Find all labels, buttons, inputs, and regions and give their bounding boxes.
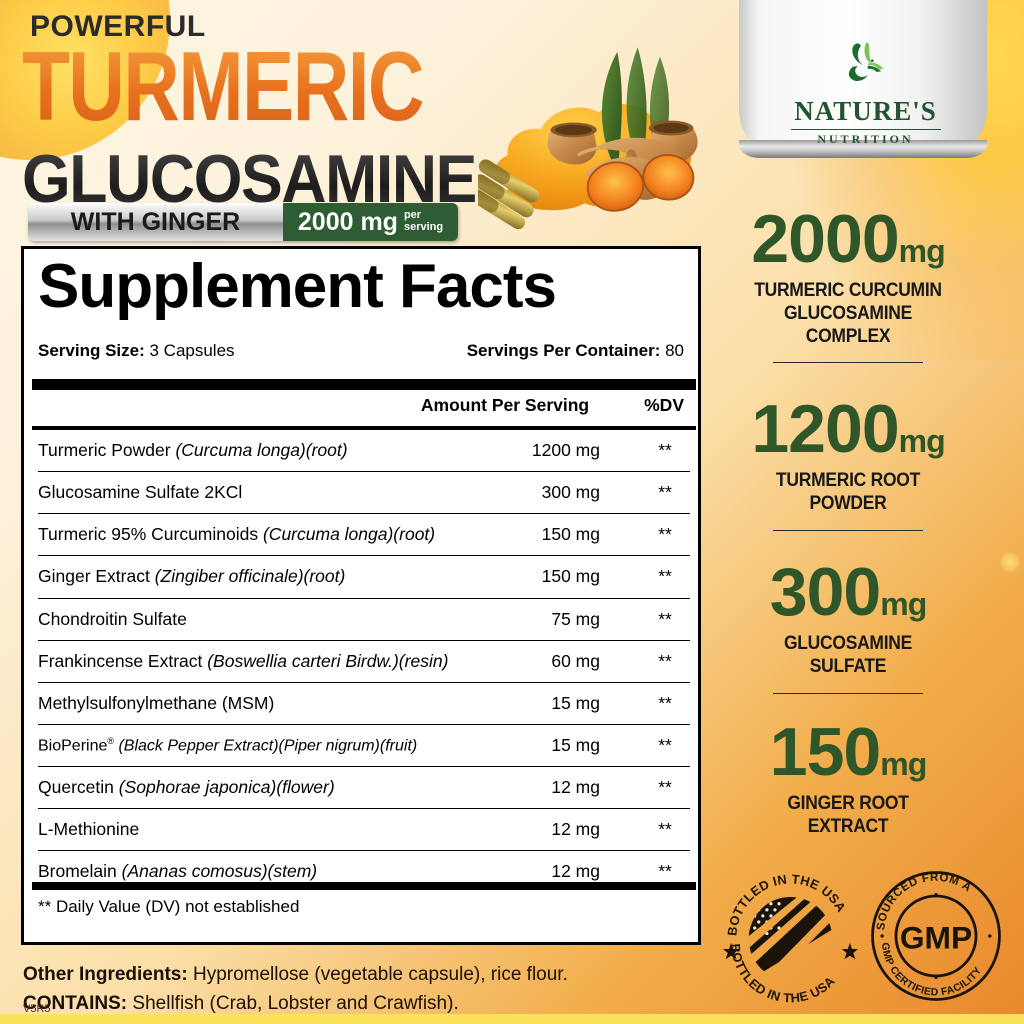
svg-text:GMP: GMP — [900, 919, 972, 955]
